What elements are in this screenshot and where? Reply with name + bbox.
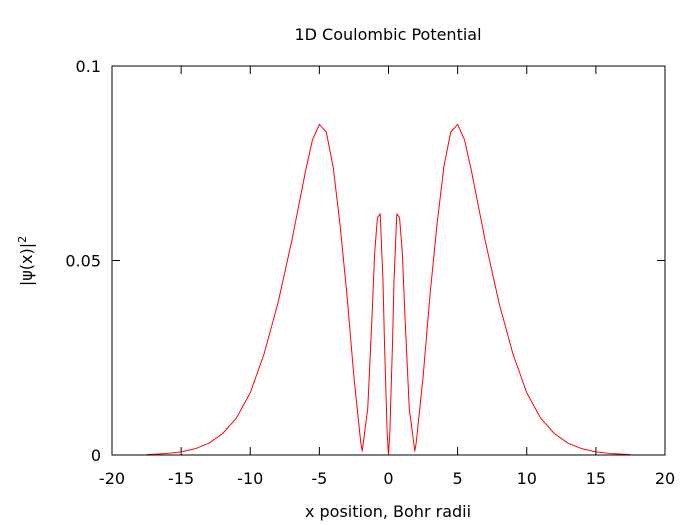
x-tick-label: -15 bbox=[168, 469, 194, 488]
y-tick-label: 0.1 bbox=[76, 57, 101, 76]
y-tick-label: 0.05 bbox=[65, 252, 101, 271]
x-tick-label: -20 bbox=[99, 469, 125, 488]
y-tick-label: 0 bbox=[91, 446, 101, 465]
x-tick-label: 0 bbox=[383, 469, 393, 488]
x-axis-label: x position, Bohr radii bbox=[305, 502, 471, 521]
tick-layer: -20 -15 -10 -5 0 5 10 15 20 0 0.05 0.1 bbox=[65, 57, 675, 488]
x-tick-label: -10 bbox=[237, 469, 263, 488]
x-tick-label: 20 bbox=[655, 469, 675, 488]
x-tick-label: 5 bbox=[453, 469, 463, 488]
x-tick-label: 10 bbox=[517, 469, 537, 488]
x-tick-label: -5 bbox=[311, 469, 327, 488]
y-axis-label-main: |ψ(x)| bbox=[17, 243, 36, 286]
chart-title: 1D Coulombic Potential bbox=[294, 25, 481, 44]
plot-frame bbox=[111, 65, 666, 456]
y-axis-label: |ψ(x)|2 bbox=[16, 236, 37, 286]
x-tick-label: 15 bbox=[586, 469, 606, 488]
y-axis-label-superscript: 2 bbox=[16, 236, 29, 243]
